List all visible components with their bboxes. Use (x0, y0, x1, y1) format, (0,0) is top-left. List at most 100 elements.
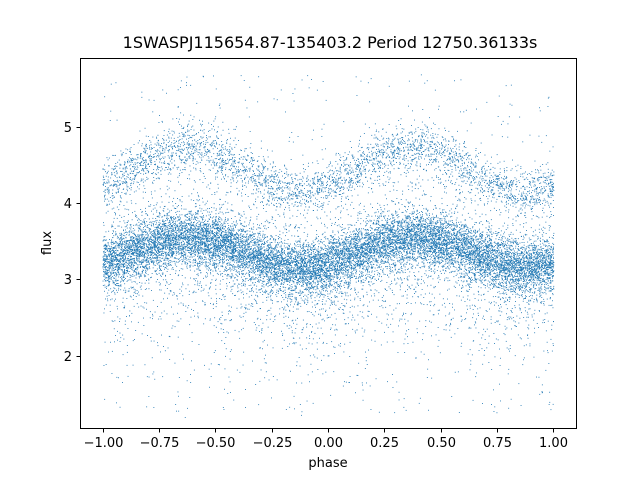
data-point (254, 282, 256, 283)
data-point (412, 234, 414, 236)
data-point (475, 266, 477, 268)
data-point (519, 285, 521, 287)
data-point (545, 255, 547, 257)
data-point (217, 273, 219, 275)
data-point (313, 272, 315, 274)
data-point (534, 247, 535, 249)
data-point (456, 232, 458, 234)
data-point (282, 242, 284, 244)
data-point (487, 250, 489, 252)
data-point (428, 247, 430, 249)
data-point (432, 227, 434, 229)
data-point (224, 238, 226, 240)
data-point (395, 265, 397, 266)
data-point (287, 251, 289, 253)
data-point (386, 247, 388, 249)
data-point (183, 208, 185, 210)
data-point (307, 276, 309, 278)
data-point (273, 239, 275, 241)
data-point (117, 225, 119, 227)
data-point (292, 280, 294, 282)
data-point (243, 245, 245, 247)
data-point (167, 258, 169, 260)
data-point (506, 255, 508, 256)
data-point (314, 261, 316, 263)
data-point (509, 248, 510, 250)
data-point (198, 223, 200, 225)
data-point (252, 255, 254, 257)
data-point (189, 213, 191, 215)
data-point (170, 240, 172, 242)
data-point (142, 228, 144, 230)
data-point (241, 230, 243, 232)
data-point (307, 272, 309, 273)
data-point (325, 256, 327, 258)
data-point (407, 235, 409, 236)
data-point (257, 310, 259, 312)
data-point (152, 260, 154, 262)
data-point (498, 284, 500, 286)
data-point (393, 242, 394, 244)
data-point (253, 259, 255, 260)
data-point (281, 283, 283, 284)
data-point (499, 283, 501, 285)
data-point (457, 245, 459, 247)
data-point (431, 250, 433, 252)
data-point (537, 270, 539, 272)
data-point (181, 259, 183, 260)
data-point (384, 225, 386, 226)
data-point (312, 280, 314, 282)
data-point (240, 237, 242, 238)
data-point (417, 223, 419, 225)
data-point (284, 247, 286, 249)
data-point (545, 259, 547, 261)
data-point (332, 278, 334, 280)
data-point (488, 237, 490, 239)
data-point (503, 252, 505, 254)
data-point (227, 231, 229, 233)
data-point (442, 249, 443, 251)
data-point (526, 278, 528, 280)
data-point (529, 256, 531, 258)
data-point (400, 246, 402, 247)
data-point (215, 249, 217, 250)
data-point (518, 260, 519, 262)
data-point (373, 264, 375, 265)
data-point (539, 276, 540, 278)
data-point (135, 236, 137, 238)
data-point (435, 207, 437, 209)
data-point (218, 253, 220, 254)
data-point (206, 249, 208, 251)
data-point (300, 285, 302, 287)
data-point (237, 264, 239, 266)
data-point (241, 238, 243, 239)
data-point (292, 272, 294, 274)
data-point (129, 268, 131, 269)
data-point (428, 219, 430, 221)
data-point (178, 234, 180, 236)
data-point (170, 209, 172, 211)
data-point (108, 248, 110, 250)
data-point (342, 276, 344, 278)
data-point (111, 256, 113, 258)
data-point (259, 274, 261, 276)
data-point (485, 265, 486, 267)
data-point (199, 241, 201, 243)
data-point (487, 283, 489, 285)
data-point (390, 266, 392, 268)
data-point (521, 290, 523, 292)
data-point (111, 247, 113, 249)
data-point (403, 247, 404, 249)
data-point (336, 265, 338, 267)
data-point (222, 258, 223, 260)
data-point (552, 277, 553, 279)
data-point (536, 269, 537, 271)
data-point (385, 246, 387, 248)
data-point (464, 241, 465, 243)
data-point (548, 254, 550, 256)
data-point (130, 258, 132, 260)
data-point (386, 227, 388, 229)
data-point (289, 294, 290, 295)
data-point (223, 226, 225, 227)
data-point (467, 283, 469, 285)
